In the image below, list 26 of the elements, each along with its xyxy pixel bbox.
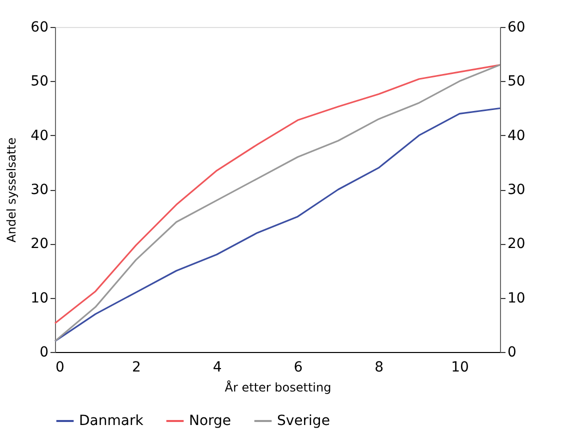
x-tick-label: 2 [132, 360, 141, 376]
legend-label: Sverige [277, 413, 330, 429]
y-tick-label: 30 [30, 182, 48, 198]
x-tick-label: 6 [294, 360, 303, 376]
legend-label: Danmark [79, 413, 144, 429]
y2-tick-label: 20 [508, 236, 526, 252]
y-tick-label: 20 [30, 236, 48, 252]
x-tick-label: 0 [56, 360, 64, 376]
y2-tick-label: 0 [508, 344, 516, 360]
y-tick-label: 10 [30, 290, 48, 306]
y-tick-label: 40 [30, 128, 48, 144]
x-axis-title: År etter bosetting [224, 380, 332, 394]
y2-tick-label: 10 [508, 290, 526, 306]
y2-tick-label: 60 [508, 20, 526, 36]
legend-label: Norge [189, 413, 232, 429]
y2-tick-label: 50 [508, 74, 526, 90]
y-tick-label: 50 [30, 74, 48, 90]
x-tick-label: 8 [374, 360, 384, 376]
y-axis-title: Andel sysselsatte [4, 138, 19, 242]
y2-tick-label: 30 [508, 182, 526, 198]
y-tick-label: 60 [30, 20, 48, 36]
x-tick-label: 10 [451, 360, 469, 376]
y-tick-label: 0 [40, 344, 48, 360]
x-tick-label: 4 [212, 360, 222, 376]
y2-tick-label: 40 [508, 128, 526, 144]
line-series [54, 107, 501, 342]
